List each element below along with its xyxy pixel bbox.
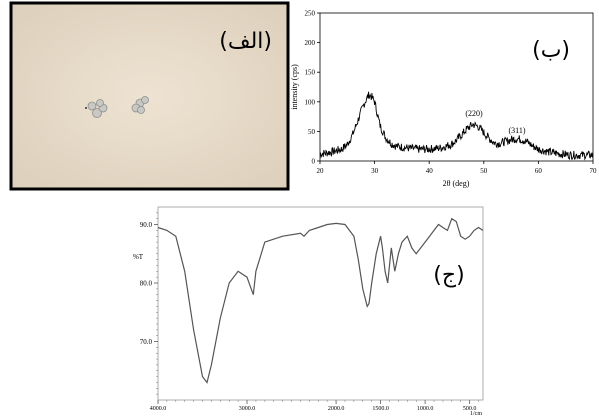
ftir-x-axis-label: 1/cm <box>470 411 482 417</box>
xrd-x-tick-label: 20 <box>317 167 325 175</box>
ftir-x-tick-label: 1000.0 <box>417 406 434 412</box>
xrd-y-axis-label: intensity (cps) <box>290 64 299 110</box>
micrograph-frame <box>9 1 290 191</box>
panel-b-label: (ب) <box>532 38 570 63</box>
xrd-pattern-line <box>319 91 594 161</box>
ftir-tick-group: 4000.0 3000.0 2000.0 1500.0 1000.0 500.0 90.0 8… <box>140 212 479 412</box>
ftir-x-tick-label: 500.0 <box>463 406 477 412</box>
ftir-panel: 4000.0 3000.0 2000.0 1500.0 1000.0 500.0 90.0 8… <box>133 206 484 417</box>
ftir-x-tick-label: 4000.0 <box>150 406 167 412</box>
xrd-annotation-311: (311) <box>508 126 525 135</box>
panel-c-label: (ج) <box>433 263 464 288</box>
xrd-x-tick-label: 70 <box>590 167 598 175</box>
xrd-plot-area <box>319 12 594 162</box>
ftir-x-tick-label: 3000.0 <box>239 406 256 412</box>
ftir-y-tick-label: 90.0 <box>140 221 153 229</box>
particle-cluster-2 <box>131 96 149 114</box>
xrd-y-tick-label: 0 <box>312 158 316 166</box>
xrd-x-axis-label: 2θ (deg) <box>443 179 470 188</box>
ftir-plot-area <box>157 206 484 401</box>
xrd-x-tick-label: 40 <box>426 167 434 175</box>
dark-speck <box>85 107 87 109</box>
xrd-x-tick-label: 60 <box>535 167 543 175</box>
xrd-annotation-220: (220) <box>465 109 483 118</box>
xrd-x-tick-label: 30 <box>371 167 379 175</box>
particle-cluster-1 <box>87 99 108 118</box>
xrd-y-tick-label: 50 <box>308 128 316 136</box>
ftir-spectrum-line <box>157 217 484 384</box>
ftir-y-tick-label: 80.0 <box>140 280 153 288</box>
xrd-y-tick-label: 250 <box>305 10 316 18</box>
xrd-y-tick-label: 150 <box>305 69 316 77</box>
xrd-x-tick-label: 50 <box>480 167 488 175</box>
xrd-y-tick-label: 200 <box>305 39 316 47</box>
ftir-y-tick-label: 70.0 <box>140 338 153 346</box>
ftir-y-axis-label: %T <box>133 253 144 261</box>
ftir-x-tick-label: 2000.0 <box>328 406 345 412</box>
xrd-tick-group: 20 30 40 50 60 70 0 50 100 150 200 250 <box>305 10 598 176</box>
xrd-y-tick-label: 100 <box>305 98 316 106</box>
micrograph-panel: (الف) <box>9 1 290 191</box>
ftir-x-tick-label: 1500.0 <box>372 406 389 412</box>
panel-a-label: (الف) <box>219 29 272 54</box>
